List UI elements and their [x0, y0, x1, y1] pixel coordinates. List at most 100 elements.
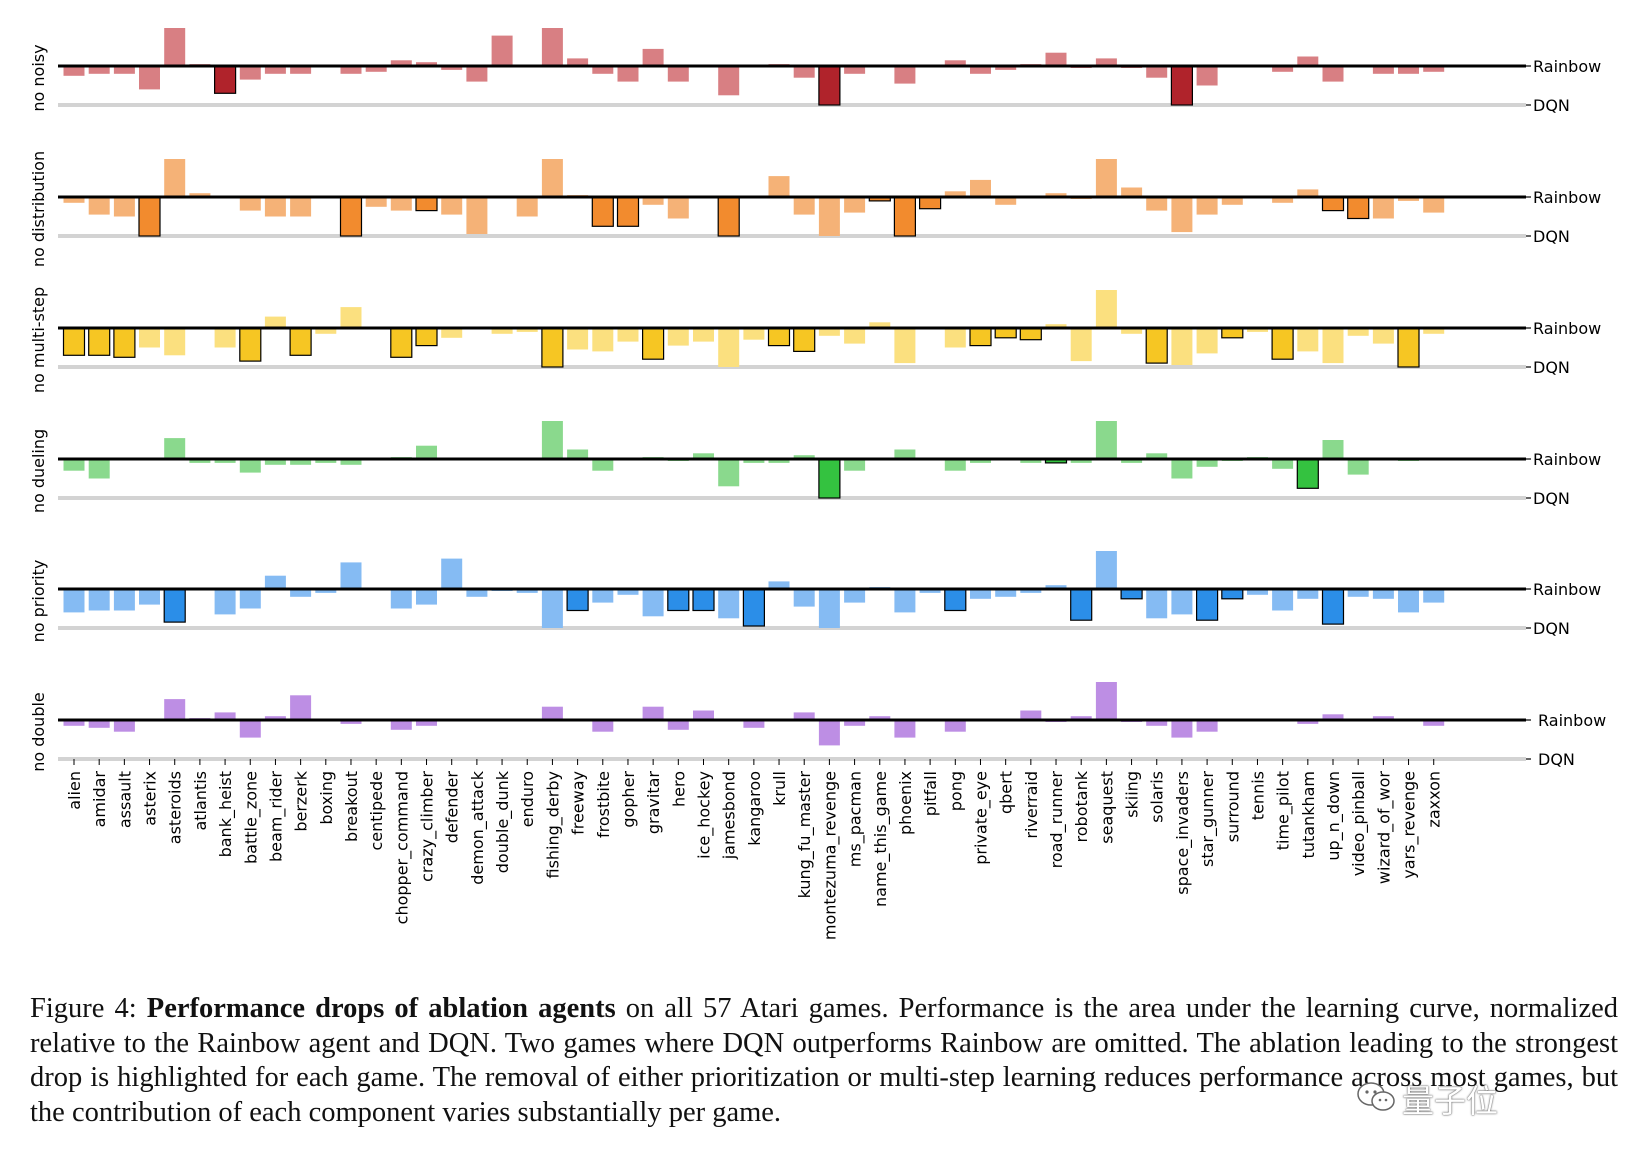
- x-tick-label: chopper_command: [392, 771, 412, 924]
- x-tick-label: robotank: [1072, 770, 1091, 842]
- bar: [416, 445, 437, 459]
- bar: [844, 589, 866, 603]
- panel-no-dueling: Rainbow DQN no dueling: [29, 421, 1601, 513]
- bar: [466, 197, 488, 234]
- bar: [239, 197, 261, 211]
- bar: [1423, 197, 1445, 213]
- bar: [214, 589, 236, 615]
- x-tick-label: jamesbond: [720, 771, 739, 860]
- x-tick-label: name_this_game: [871, 771, 891, 907]
- bar: [1095, 159, 1117, 197]
- bar: [767, 327, 791, 347]
- x-tick-label: asteroids: [166, 771, 185, 844]
- bar: [164, 328, 186, 356]
- x-tick-label: private_eye: [971, 771, 991, 865]
- bar: [667, 720, 689, 730]
- bar: [1196, 66, 1218, 86]
- bar: [1322, 66, 1344, 82]
- bar: [793, 197, 815, 215]
- x-tick-label: kangaroo: [745, 771, 764, 846]
- bar: [340, 720, 362, 724]
- bar: [592, 328, 614, 352]
- bar: [844, 459, 866, 471]
- bar: [717, 196, 740, 237]
- bar: [1171, 328, 1193, 365]
- bar: [944, 191, 966, 197]
- bar: [1146, 197, 1168, 211]
- bar: [1271, 327, 1294, 360]
- bar: [441, 66, 463, 70]
- rainbow-label: Rainbow: [1538, 711, 1606, 730]
- bar: [214, 65, 237, 94]
- x-tick-label: tennis: [1248, 771, 1267, 820]
- dqn-label: DQN: [1533, 619, 1570, 638]
- bar: [416, 720, 437, 726]
- bar: [290, 695, 312, 720]
- x-tick-label: yars_revenge: [1400, 771, 1420, 879]
- bar: [1171, 589, 1193, 615]
- bar: [113, 197, 135, 217]
- bar: [1297, 189, 1319, 197]
- bar: [1045, 324, 1067, 328]
- bar: [793, 66, 815, 78]
- bar: [88, 459, 110, 479]
- bar: [818, 589, 840, 628]
- bar: [264, 575, 286, 589]
- bar: [818, 197, 840, 236]
- x-tick-label: wizard_of_wor: [1374, 771, 1394, 884]
- x-tick-label: boxing: [317, 771, 336, 825]
- bar: [1372, 716, 1394, 720]
- bar: [1296, 458, 1319, 489]
- bar: [894, 449, 916, 459]
- panel-no-noisy: Rainbow DQN no noisy: [29, 28, 1601, 115]
- bar: [541, 589, 563, 628]
- bar: [315, 328, 337, 334]
- series-label: no dueling: [29, 429, 48, 513]
- bar: [1146, 589, 1168, 619]
- bar: [1398, 589, 1419, 613]
- wechat-logo-icon: [1357, 1082, 1395, 1111]
- bar: [1146, 66, 1168, 78]
- bar: [1372, 589, 1394, 599]
- rainbow-label: Rainbow: [1533, 580, 1601, 599]
- bar: [139, 66, 160, 90]
- bar: [340, 307, 362, 328]
- bar: [1372, 197, 1394, 219]
- bar: [365, 66, 387, 72]
- bar: [970, 459, 991, 463]
- bar: [164, 28, 186, 66]
- x-tick-label: atlantis: [191, 771, 210, 831]
- panel-no-multi-step: Rainbow DQN no multi-step: [29, 287, 1601, 393]
- x-tick-label: gravitar: [644, 771, 663, 835]
- bar: [818, 458, 841, 499]
- bar: [1398, 66, 1419, 74]
- bar: [1095, 290, 1117, 328]
- bar: [214, 328, 236, 348]
- bar: [1146, 720, 1168, 726]
- bar: [1070, 716, 1092, 720]
- bar: [793, 327, 816, 352]
- bar: [718, 459, 740, 487]
- bar: [1321, 196, 1345, 212]
- bar: [995, 197, 1017, 205]
- x-tick-label: road_runner: [1047, 771, 1067, 869]
- bar: [113, 720, 135, 732]
- rainbow-label: Rainbow: [1533, 319, 1601, 338]
- series-label: no noisy: [29, 44, 48, 111]
- bar: [592, 720, 614, 732]
- bar: [894, 720, 916, 738]
- bar: [1397, 327, 1420, 368]
- bar: [1321, 588, 1345, 625]
- bar: [415, 327, 438, 347]
- bar: [1398, 197, 1419, 201]
- x-tick-label: pong: [946, 771, 965, 811]
- bar: [567, 328, 589, 350]
- bar: [1019, 327, 1042, 341]
- panel-no-double: Rainbow DQN no double: [29, 682, 1606, 772]
- bar: [1045, 585, 1067, 589]
- x-axis: alien amidar assault asterix asteroids atlant…: [65, 759, 1444, 940]
- x-tick-label: up_n_down: [1324, 771, 1344, 861]
- bar: [1045, 52, 1067, 66]
- bar: [239, 720, 261, 738]
- bar: [667, 588, 690, 612]
